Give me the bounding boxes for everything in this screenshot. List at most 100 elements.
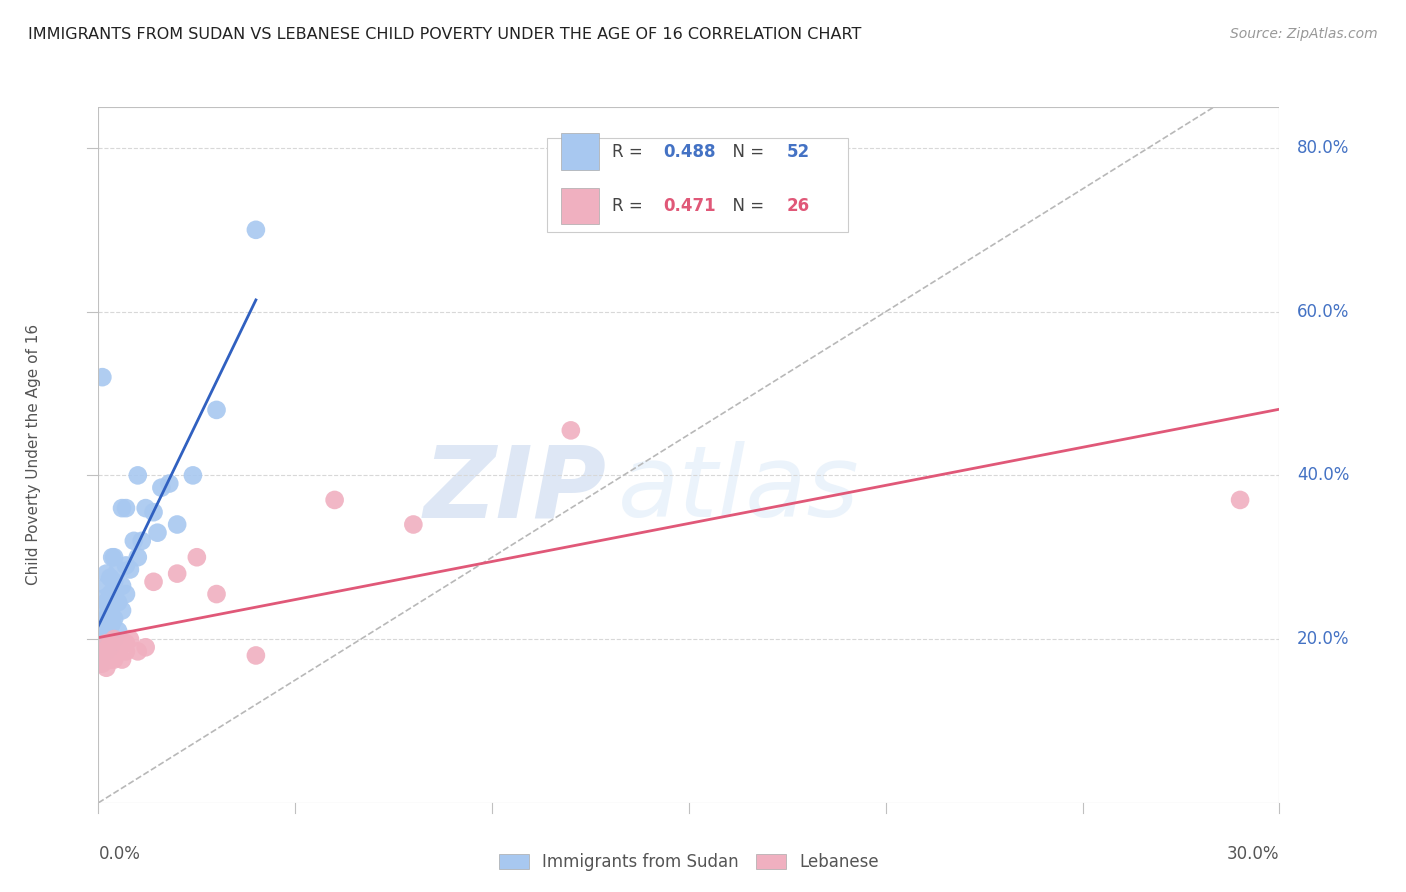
- Point: [96, 615, 118, 630]
- Point: [560, 423, 582, 437]
- Point: [142, 505, 165, 519]
- Point: [98, 620, 121, 634]
- Point: [135, 640, 157, 655]
- Point: [98, 587, 121, 601]
- Point: [96, 644, 118, 658]
- Text: ZIP: ZIP: [423, 442, 606, 538]
- Bar: [561, 187, 599, 224]
- Point: [111, 652, 134, 666]
- Point: [97, 632, 120, 646]
- Text: R =: R =: [612, 143, 648, 161]
- Point: [111, 501, 134, 516]
- Point: [89, 636, 111, 650]
- Point: [93, 615, 115, 630]
- Point: [96, 661, 118, 675]
- Point: [127, 644, 149, 658]
- Point: [107, 595, 129, 609]
- Point: [103, 652, 125, 666]
- Text: Source: ZipAtlas.com: Source: ZipAtlas.com: [1230, 27, 1378, 41]
- Text: 52: 52: [787, 143, 810, 161]
- Point: [127, 550, 149, 565]
- Text: atlas: atlas: [619, 442, 859, 538]
- Point: [96, 579, 118, 593]
- Text: R =: R =: [612, 197, 648, 215]
- Point: [107, 562, 129, 576]
- Point: [89, 657, 111, 671]
- Point: [98, 640, 121, 655]
- Point: [89, 652, 111, 666]
- Point: [186, 550, 208, 565]
- Point: [103, 574, 125, 589]
- Point: [118, 632, 141, 646]
- Point: [103, 632, 125, 646]
- Point: [98, 571, 121, 585]
- Text: IMMIGRANTS FROM SUDAN VS LEBANESE CHILD POVERTY UNDER THE AGE OF 16 CORRELATION : IMMIGRANTS FROM SUDAN VS LEBANESE CHILD …: [28, 27, 862, 42]
- Text: Child Poverty Under the Age of 16: Child Poverty Under the Age of 16: [25, 325, 41, 585]
- Text: 20.0%: 20.0%: [1298, 630, 1350, 648]
- Point: [103, 632, 125, 646]
- Point: [115, 501, 138, 516]
- Point: [96, 628, 118, 642]
- Bar: [561, 134, 599, 169]
- Text: 0.0%: 0.0%: [98, 845, 141, 863]
- Point: [101, 550, 124, 565]
- Point: [98, 652, 121, 666]
- Point: [91, 370, 114, 384]
- Point: [115, 644, 138, 658]
- Text: 30.0%: 30.0%: [1227, 845, 1279, 863]
- Point: [98, 603, 121, 617]
- Point: [1229, 492, 1251, 507]
- Point: [402, 517, 425, 532]
- Point: [205, 403, 228, 417]
- Point: [122, 533, 145, 548]
- Text: 40.0%: 40.0%: [1298, 467, 1350, 484]
- Point: [166, 566, 188, 581]
- Text: 60.0%: 60.0%: [1298, 302, 1350, 321]
- Point: [96, 636, 118, 650]
- Point: [157, 476, 180, 491]
- Point: [107, 644, 129, 658]
- Point: [101, 615, 124, 630]
- Point: [115, 558, 138, 573]
- Point: [103, 612, 125, 626]
- Point: [245, 648, 267, 663]
- Point: [115, 636, 138, 650]
- Point: [101, 595, 124, 609]
- Point: [98, 636, 121, 650]
- Legend: Immigrants from Sudan, Lebanese: Immigrants from Sudan, Lebanese: [492, 847, 886, 878]
- Point: [245, 223, 267, 237]
- Point: [115, 587, 138, 601]
- Text: N =: N =: [723, 143, 769, 161]
- Point: [91, 640, 114, 655]
- Point: [181, 468, 204, 483]
- Point: [107, 624, 129, 638]
- Point: [96, 566, 118, 581]
- Point: [103, 550, 125, 565]
- Point: [91, 624, 114, 638]
- Text: N =: N =: [723, 197, 769, 215]
- Text: 0.471: 0.471: [664, 197, 716, 215]
- Point: [97, 607, 120, 622]
- Point: [146, 525, 169, 540]
- Point: [91, 603, 114, 617]
- Point: [96, 595, 118, 609]
- Text: 26: 26: [787, 197, 810, 215]
- Point: [111, 603, 134, 617]
- Point: [93, 591, 115, 606]
- FancyBboxPatch shape: [547, 138, 848, 232]
- Point: [205, 587, 228, 601]
- Point: [166, 517, 188, 532]
- Point: [111, 579, 134, 593]
- Point: [135, 501, 157, 516]
- Point: [127, 468, 149, 483]
- Point: [142, 574, 165, 589]
- Text: 0.488: 0.488: [664, 143, 716, 161]
- Point: [96, 648, 118, 663]
- Point: [131, 533, 153, 548]
- Point: [118, 562, 141, 576]
- Point: [150, 481, 173, 495]
- Point: [91, 657, 114, 671]
- Point: [91, 644, 114, 658]
- Point: [93, 632, 115, 646]
- Point: [323, 492, 346, 507]
